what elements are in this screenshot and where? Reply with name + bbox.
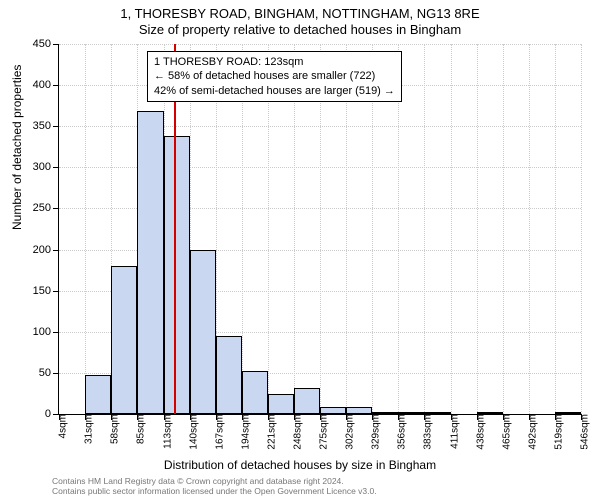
annotation-box: 1 THORESBY ROAD: 123sqm← 58% of detached… bbox=[147, 51, 402, 102]
grid-line-vertical bbox=[529, 44, 530, 414]
histogram-bar bbox=[85, 375, 111, 414]
x-tick-label: 4sqm bbox=[50, 414, 69, 438]
title-line-1: 1, THORESBY ROAD, BINGHAM, NOTTINGHAM, N… bbox=[0, 6, 600, 22]
histogram-bar bbox=[398, 412, 424, 414]
grid-line-vertical bbox=[424, 44, 425, 414]
copyright-notice: Contains HM Land Registry data © Crown c… bbox=[52, 476, 377, 497]
x-tick-label: 411sqm bbox=[441, 414, 460, 449]
x-tick-label: 140sqm bbox=[180, 414, 199, 450]
chart-title-block: 1, THORESBY ROAD, BINGHAM, NOTTINGHAM, N… bbox=[0, 0, 600, 39]
histogram-bar bbox=[216, 336, 242, 414]
grid-line-vertical bbox=[555, 44, 556, 414]
x-tick-label: 58sqm bbox=[102, 414, 121, 444]
x-tick-label: 31sqm bbox=[76, 414, 95, 444]
grid-line-vertical bbox=[85, 44, 86, 414]
histogram-bar bbox=[477, 412, 503, 414]
y-tick-label: 200 bbox=[33, 244, 59, 256]
x-tick-label: 465sqm bbox=[493, 414, 512, 450]
x-axis-title: Distribution of detached houses by size … bbox=[0, 458, 600, 472]
y-tick-label: 250 bbox=[33, 202, 59, 214]
x-tick-label: 546sqm bbox=[572, 414, 591, 450]
x-tick-label: 194sqm bbox=[232, 414, 251, 450]
annotation-line-3: 42% of semi-detached houses are larger (… bbox=[154, 84, 395, 98]
x-tick-label: 221sqm bbox=[258, 414, 277, 450]
title-line-2: Size of property relative to detached ho… bbox=[0, 22, 600, 38]
histogram-bar bbox=[268, 394, 294, 414]
histogram-bar bbox=[111, 266, 137, 414]
histogram-bar bbox=[137, 111, 164, 414]
x-tick-label: 438sqm bbox=[467, 414, 486, 450]
histogram-bar bbox=[372, 412, 398, 414]
x-tick-label: 383sqm bbox=[415, 414, 434, 450]
y-tick-label: 50 bbox=[39, 367, 59, 379]
grid-line-vertical bbox=[503, 44, 504, 414]
copyright-line-2: Contains public sector information licen… bbox=[52, 486, 377, 497]
x-tick-label: 275sqm bbox=[311, 414, 330, 450]
y-tick-label: 350 bbox=[33, 120, 59, 132]
histogram-bar bbox=[346, 407, 372, 414]
x-tick-label: 167sqm bbox=[206, 414, 225, 450]
x-tick-label: 356sqm bbox=[389, 414, 408, 450]
histogram-bar bbox=[424, 412, 451, 414]
x-tick-label: 519sqm bbox=[545, 414, 564, 450]
x-tick-label: 85sqm bbox=[128, 414, 147, 444]
y-tick-label: 450 bbox=[33, 38, 59, 50]
copyright-line-1: Contains HM Land Registry data © Crown c… bbox=[52, 476, 377, 487]
grid-line-vertical bbox=[451, 44, 452, 414]
annotation-line-2: ← 58% of detached houses are smaller (72… bbox=[154, 69, 395, 83]
histogram-bar bbox=[294, 388, 320, 414]
histogram-bar bbox=[190, 250, 216, 414]
histogram-bar bbox=[164, 136, 190, 414]
x-tick-label: 248sqm bbox=[284, 414, 303, 450]
x-tick-label: 329sqm bbox=[363, 414, 382, 450]
chart-plot-area: 0501001502002503003504004504sqm31sqm58sq… bbox=[58, 44, 581, 415]
annotation-line-1: 1 THORESBY ROAD: 123sqm bbox=[154, 55, 395, 69]
y-tick-label: 100 bbox=[33, 326, 59, 338]
x-tick-label: 492sqm bbox=[519, 414, 538, 450]
histogram-bar bbox=[242, 371, 268, 414]
y-tick-label: 300 bbox=[33, 161, 59, 173]
y-tick-label: 400 bbox=[33, 79, 59, 91]
x-tick-label: 302sqm bbox=[337, 414, 356, 450]
y-tick-label: 150 bbox=[33, 285, 59, 297]
y-axis-title: Number of detached properties bbox=[10, 65, 24, 230]
histogram-bar bbox=[320, 407, 346, 414]
grid-line-vertical bbox=[477, 44, 478, 414]
histogram-bar bbox=[555, 412, 581, 414]
grid-line-vertical bbox=[581, 44, 582, 414]
x-tick-label: 113sqm bbox=[154, 414, 173, 449]
